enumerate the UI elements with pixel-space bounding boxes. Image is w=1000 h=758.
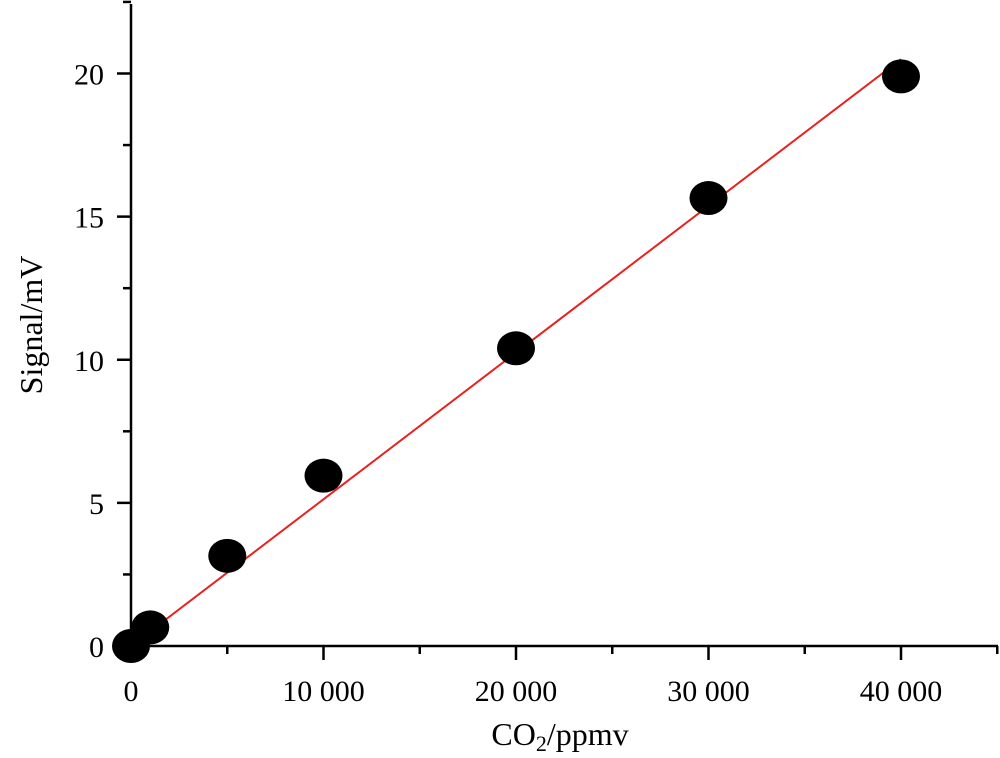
data-point	[131, 610, 170, 645]
y-tick-label: 20	[74, 59, 104, 92]
x-axis-title-unit: /ppmv	[547, 716, 629, 752]
data-point	[882, 59, 920, 94]
x-tick-label: 30 000	[667, 675, 750, 708]
x-axis-title-main: CO	[491, 716, 535, 752]
x-axis-title-subscript: 2	[536, 731, 547, 756]
x-tick-label: 20 000	[475, 675, 558, 708]
x-tick-label: 0	[124, 675, 139, 708]
y-axis-title: Signal/mV	[13, 256, 49, 395]
x-ticks: 0 10 000 20 000 30 000 40 000	[124, 646, 999, 708]
y-ticks: 0 5 10 15 20	[74, 0, 131, 664]
data-points	[112, 59, 920, 663]
data-point	[304, 458, 343, 493]
x-axis-title: CO2/ppmv	[491, 716, 628, 756]
y-tick-label: 5	[89, 488, 104, 521]
x-tick-label: 10 000	[282, 675, 365, 708]
data-point	[689, 181, 728, 216]
axes	[129, 4, 998, 648]
data-point	[208, 538, 247, 573]
y-tick-label: 0	[89, 631, 104, 664]
data-point	[497, 331, 535, 366]
x-tick-label: 40 000	[860, 675, 943, 708]
y-tick-label: 10	[74, 345, 104, 378]
y-tick-label: 15	[74, 202, 104, 235]
